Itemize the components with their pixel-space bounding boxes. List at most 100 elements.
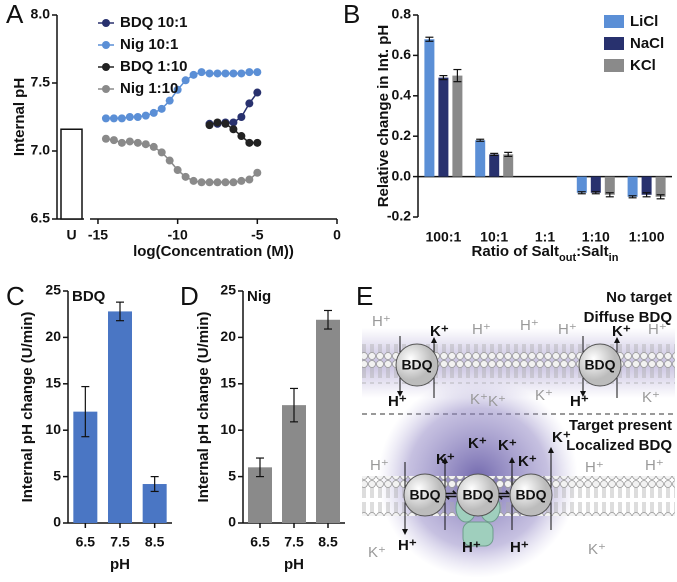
- y-tick-label: 5: [53, 467, 61, 483]
- carrier-label: BDQ: [515, 487, 546, 503]
- ion: K⁺: [518, 453, 537, 470]
- ion: K⁺: [552, 429, 571, 446]
- panel-label: B: [343, 0, 360, 29]
- data-point: [197, 68, 206, 77]
- bar: [108, 311, 132, 523]
- bar: [489, 154, 500, 177]
- error-bar: [476, 138, 485, 142]
- y-tick-label: 0: [228, 514, 236, 530]
- bar: [282, 405, 306, 523]
- data-point: [253, 168, 262, 177]
- x-axis-label: Ratio of Saltout:Saltin: [472, 243, 619, 264]
- carrier-label: BDQ: [409, 487, 440, 503]
- carrier-label: BDQ: [462, 487, 493, 503]
- x-tick-label: 8.5: [318, 534, 338, 550]
- ion: H⁺: [370, 457, 389, 474]
- caption: No target: [606, 289, 672, 306]
- y-tick-label: -0.2: [387, 208, 411, 224]
- error-bar: [490, 152, 499, 156]
- legend-label: KCl: [630, 57, 656, 74]
- data-point: [173, 166, 182, 175]
- error-bar: [116, 301, 124, 322]
- diagram: No target Diffuse BDQ Target present Loc…: [362, 289, 675, 578]
- y-tick-label: 10: [45, 421, 61, 437]
- x-tick-label: U: [66, 227, 76, 243]
- data-point: [205, 178, 214, 187]
- x-tick-label: 6.5: [250, 534, 270, 550]
- y-tick-label: 25: [220, 282, 236, 298]
- y-tick-label: 0.0: [392, 167, 412, 183]
- ion: H⁺: [558, 321, 577, 338]
- error-bar: [324, 309, 332, 330]
- y-tick-label: 7.0: [31, 142, 51, 158]
- bar: [438, 77, 449, 177]
- legend-swatch: [604, 59, 624, 72]
- y-tick-label: 6.5: [31, 210, 51, 226]
- data-point: [221, 69, 230, 78]
- x-axis-label-part: Ratio of Salt: [472, 243, 560, 260]
- panel-title: Nig: [247, 288, 271, 305]
- caption: Target present: [569, 417, 672, 434]
- data-point: [197, 178, 206, 187]
- panel-label: A: [6, 0, 24, 29]
- x-tick-label: -15: [88, 227, 108, 243]
- data-point: [237, 176, 246, 185]
- y-tick-label: 15: [220, 375, 236, 391]
- data-point: [245, 68, 254, 77]
- data-point: [157, 104, 166, 113]
- legend-label: Nig 10:1: [120, 36, 178, 53]
- data-point: [117, 114, 126, 123]
- legend-label: BDQ 1:10: [120, 58, 188, 75]
- bar: [655, 176, 666, 197]
- ion: H⁺: [520, 317, 539, 334]
- ion: H⁺: [388, 393, 407, 410]
- panel-title: BDQ: [72, 288, 106, 305]
- data-point: [229, 118, 238, 127]
- ion: H⁺: [648, 321, 667, 338]
- panel-label: E: [356, 281, 373, 311]
- error-bar: [453, 68, 462, 83]
- y-axis-label: Internal pH change (U/min): [195, 312, 212, 503]
- carrier-label: BDQ: [584, 357, 615, 373]
- error-bar: [256, 457, 264, 478]
- y-tick-label: 20: [220, 328, 236, 344]
- x-tick-label: 1:10: [582, 229, 610, 245]
- data-point: [133, 138, 142, 147]
- x-axis-label-part: out: [559, 252, 576, 264]
- ion: K⁺: [642, 389, 660, 406]
- ion: K⁺: [498, 437, 517, 454]
- x-tick-label: -5: [251, 227, 264, 243]
- x-axis-label: log(Concentration (M)): [133, 243, 294, 260]
- data-point: [229, 69, 238, 78]
- ion: H⁺: [510, 539, 529, 556]
- error-bar: [290, 387, 298, 423]
- data-point: [229, 178, 238, 187]
- legend-swatch: [604, 15, 624, 28]
- ion: K⁺: [468, 435, 487, 452]
- y-tick-label: 0.2: [392, 127, 412, 143]
- error-bar: [150, 476, 159, 493]
- data-point: [213, 118, 222, 127]
- ion: K⁺: [612, 323, 631, 340]
- error-bar: [642, 192, 651, 198]
- error-bar: [439, 74, 448, 81]
- bar: [590, 176, 601, 193]
- data-point: [125, 137, 134, 146]
- data-point: [205, 69, 214, 78]
- error-bar: [591, 191, 600, 195]
- y-axis-label: Relative change in Int. pH: [375, 25, 392, 208]
- data-point: [157, 148, 166, 157]
- bar: [627, 176, 638, 197]
- x-axis-label-part: in: [609, 252, 619, 264]
- y-tick-label: 8.0: [31, 6, 51, 22]
- equilibrium: ⇌: [445, 487, 457, 503]
- data-point: [205, 121, 214, 130]
- data-point: [253, 88, 262, 97]
- x-tick-label: 1:1: [535, 229, 555, 245]
- data-point: [165, 96, 174, 105]
- data-point: [165, 156, 174, 165]
- y-tick-label: 0.4: [392, 87, 412, 103]
- legend-label: Nig 1:10: [120, 80, 178, 97]
